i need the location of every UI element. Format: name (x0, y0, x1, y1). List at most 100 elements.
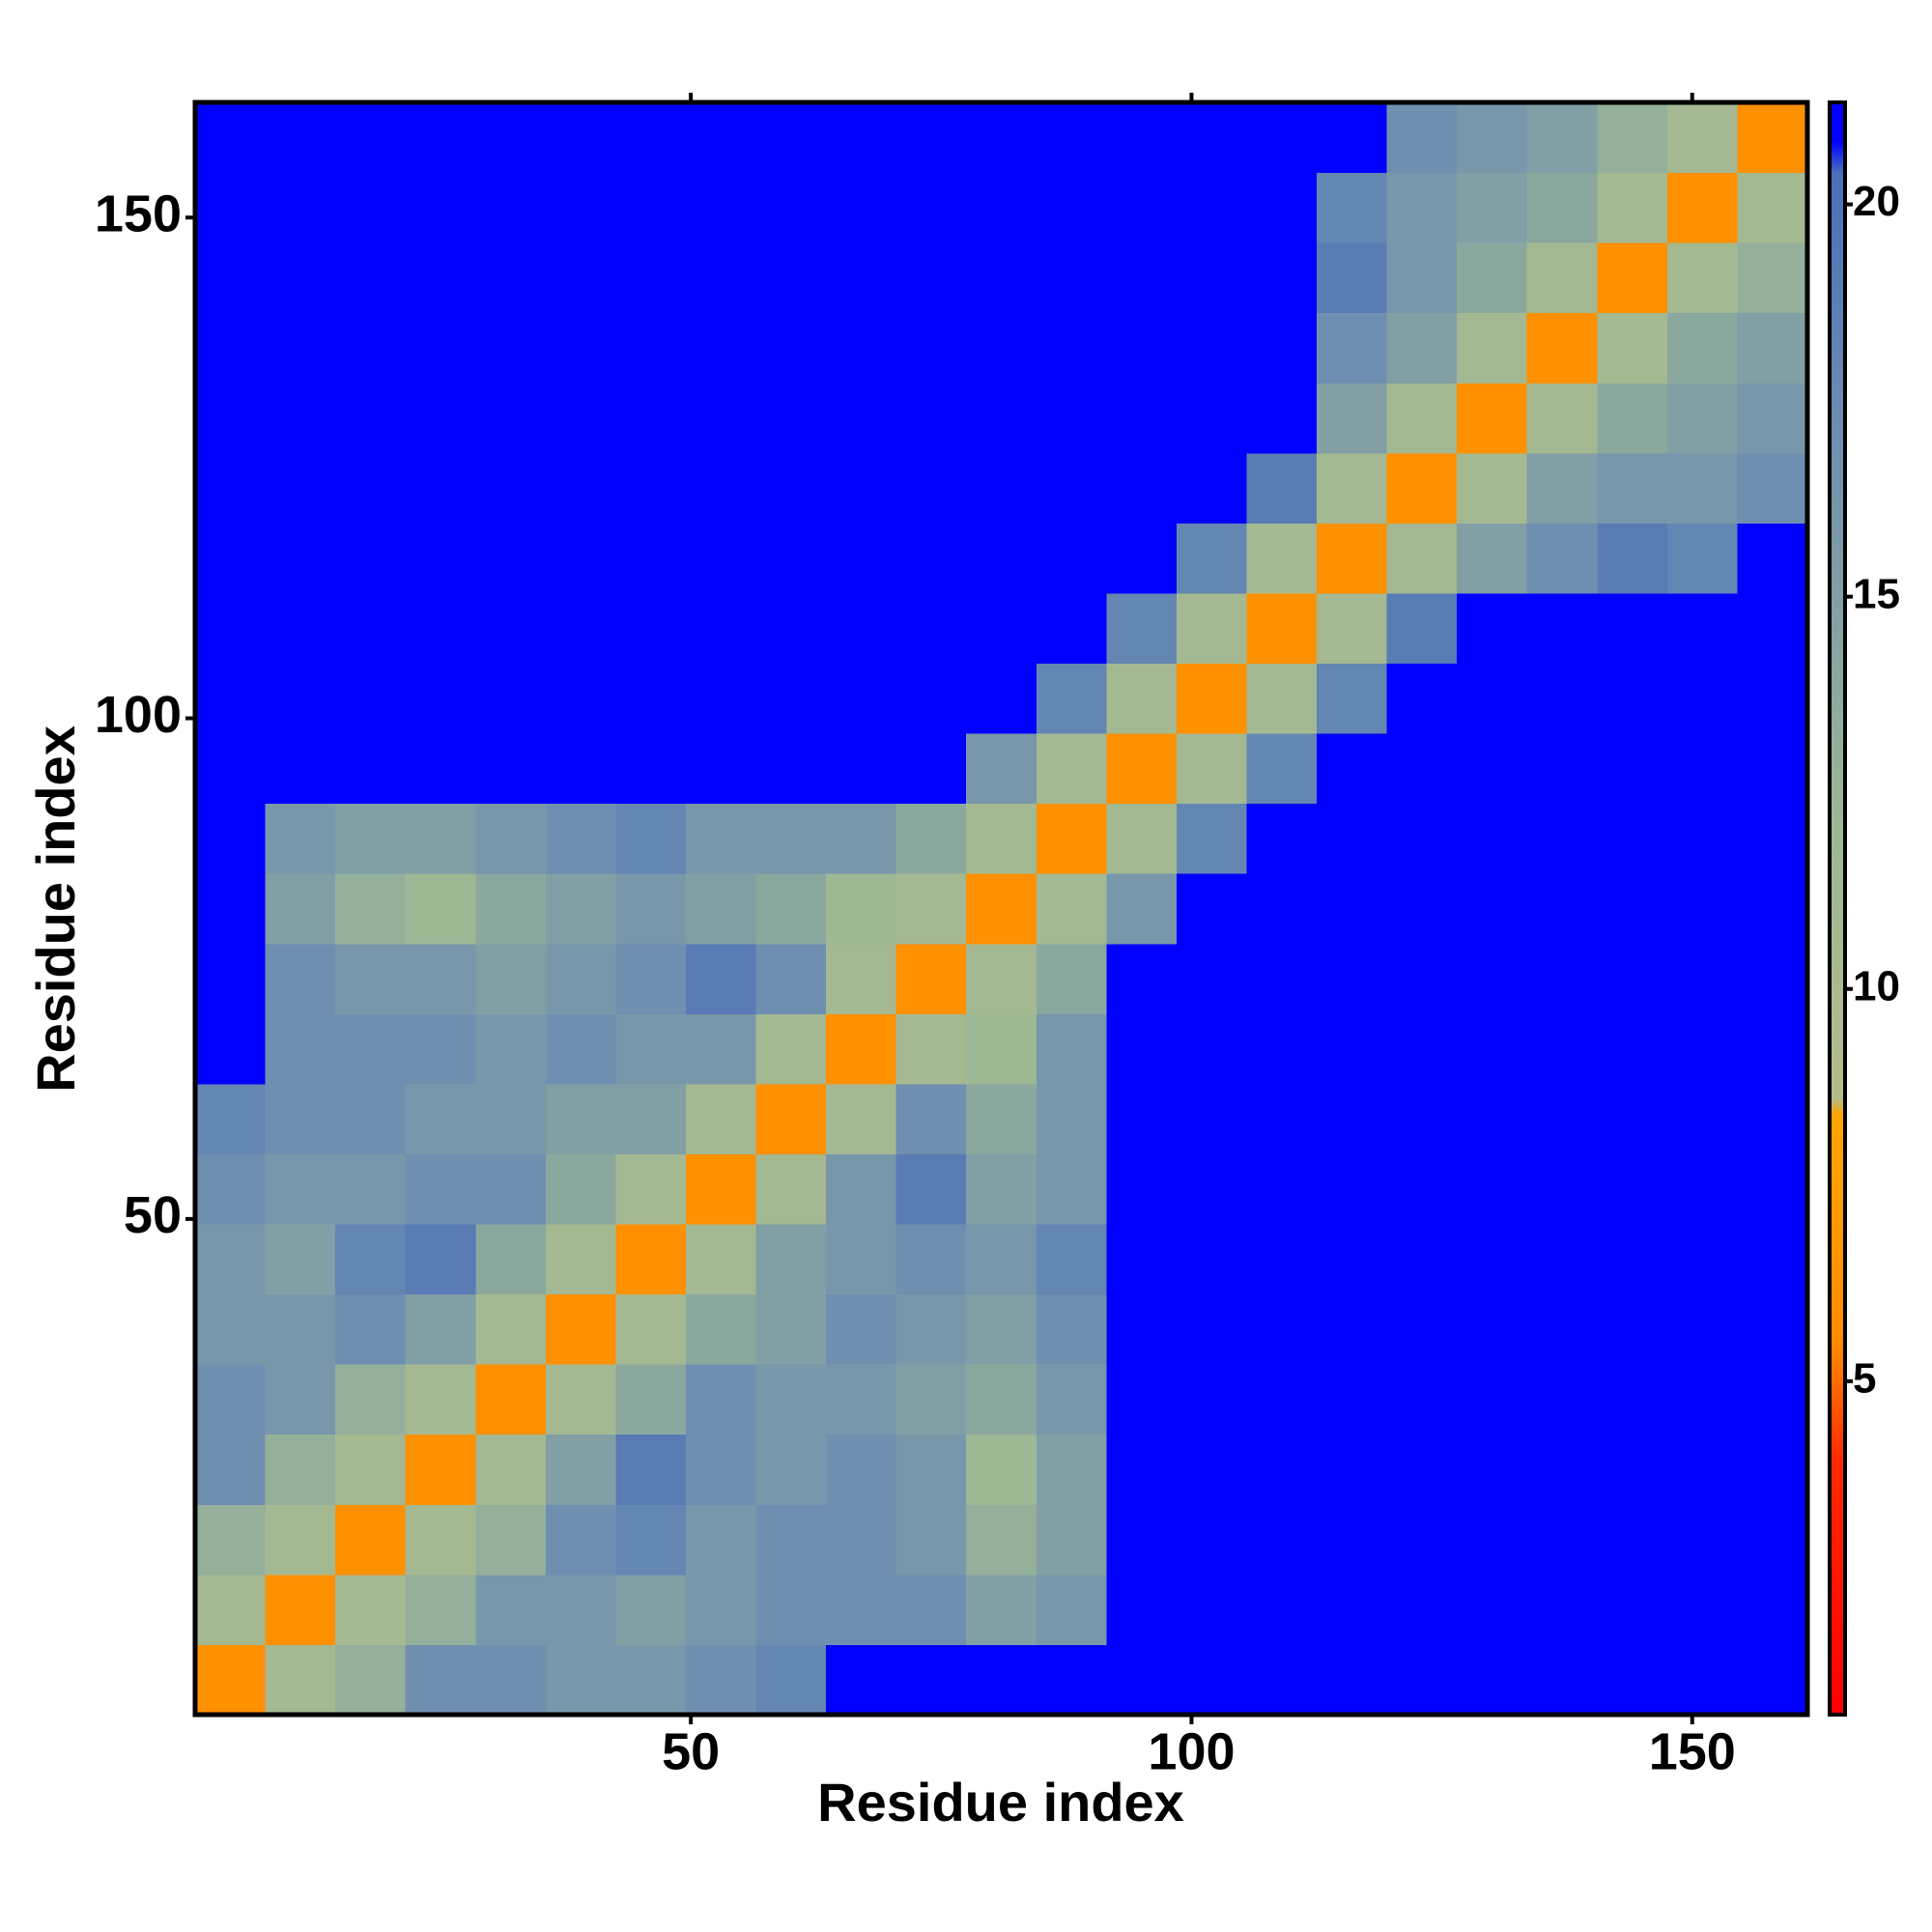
heatmap-cell (335, 733, 407, 805)
heatmap-cell (335, 1574, 407, 1645)
heatmap-cell (826, 452, 897, 524)
heatmap-cell (545, 172, 616, 243)
heatmap-cell (405, 383, 476, 454)
heatmap-cell (1246, 102, 1318, 174)
heatmap-cell (265, 803, 336, 874)
heatmap-cell (1597, 1293, 1668, 1365)
heatmap-cell (475, 873, 547, 945)
heatmap-cell (966, 452, 1037, 524)
heatmap-cell (475, 733, 547, 805)
heatmap-cell (405, 312, 476, 384)
heatmap-cell (475, 1224, 547, 1295)
heatmap-cell (966, 943, 1037, 1014)
heatmap-cell (1106, 1504, 1178, 1576)
heatmap-cell (826, 1083, 897, 1154)
heatmap-cell (755, 1293, 827, 1365)
heatmap-cell (1597, 523, 1668, 594)
heatmap-cell (405, 1083, 476, 1154)
heatmap-cell (755, 1434, 827, 1505)
heatmap-cell (1737, 592, 1808, 665)
colorbar (1828, 100, 1847, 1717)
heatmap-cell (1036, 1644, 1107, 1716)
heatmap-cell (335, 1293, 407, 1365)
heatmap-cell (475, 1293, 547, 1365)
heatmap-cell (1246, 733, 1318, 805)
heatmap-cell (1036, 803, 1107, 874)
heatmap-cell (405, 803, 476, 874)
heatmap-cell (335, 312, 407, 384)
heatmap-cell (685, 1153, 757, 1225)
heatmap-cell (1036, 1083, 1107, 1154)
heatmap-cell (966, 312, 1037, 384)
heatmap-cell (475, 172, 547, 243)
heatmap-cell (755, 803, 827, 874)
heatmap-cell (1737, 1224, 1808, 1295)
heatmap-cell (1597, 383, 1668, 454)
heatmap-cell (1036, 943, 1107, 1014)
heatmap-cell (1106, 943, 1178, 1014)
heatmap-cell (1666, 873, 1738, 945)
heatmap-cell (895, 1434, 967, 1505)
heatmap-cell (1386, 943, 1458, 1014)
heatmap-cell (405, 1224, 476, 1295)
heatmap-cell (405, 1364, 476, 1435)
heatmap-cell (265, 1644, 336, 1716)
heatmap-cell (405, 943, 476, 1014)
y-tick-label: 100 (95, 686, 182, 744)
heatmap-cell (1246, 242, 1318, 314)
heatmap-cell (1106, 452, 1178, 524)
heatmap-cell (1597, 312, 1668, 384)
heatmap-cell (1176, 663, 1247, 734)
heatmap-cell (195, 172, 267, 243)
heatmap-cell (1386, 1574, 1458, 1645)
heatmap-cell (966, 172, 1037, 243)
heatmap-cell (265, 1504, 336, 1576)
heatmap-cell (966, 663, 1037, 734)
heatmap-cell (545, 102, 616, 174)
heatmap-cell (755, 1644, 827, 1716)
heatmap-cell (195, 592, 267, 665)
colorbar-tick-label: 15 (1853, 570, 1900, 617)
heatmap-cell (1106, 1574, 1178, 1645)
heatmap-cell (545, 452, 616, 524)
heatmap-cell (755, 1153, 827, 1225)
heatmap-cell (1317, 383, 1388, 454)
heatmap-cell (755, 592, 827, 665)
heatmap-cell (1597, 943, 1668, 1014)
heatmap-cell (1526, 733, 1598, 805)
heatmap-cell (1036, 1293, 1107, 1365)
heatmap-cell (1666, 1083, 1738, 1154)
heatmap-cell (685, 523, 757, 594)
heatmap-cell (545, 592, 616, 665)
heatmap-cell (1666, 452, 1738, 524)
heatmap-cell (1106, 242, 1178, 314)
heatmap-cell (1317, 523, 1388, 594)
heatmap-cell (826, 1504, 897, 1576)
heatmap-cell (195, 733, 267, 805)
heatmap-cell (895, 102, 967, 174)
heatmap-cell (335, 1644, 407, 1716)
heatmap-cell (405, 1644, 476, 1716)
heatmap-cell (1036, 1434, 1107, 1505)
heatmap-cell (405, 663, 476, 734)
heatmap-cell (195, 1364, 267, 1435)
heatmap-cell (1666, 1504, 1738, 1576)
heatmap-cell (1036, 102, 1107, 174)
heatmap-cell (1036, 733, 1107, 805)
heatmap-cell (1666, 1434, 1738, 1505)
heatmap-cell (685, 1013, 757, 1085)
heatmap-cell (826, 1224, 897, 1295)
heatmap-cell (1666, 172, 1738, 243)
heatmap-cell (195, 1293, 267, 1365)
heatmap-cell (405, 523, 476, 594)
heatmap-cell (1036, 172, 1107, 243)
heatmap-cell (1106, 172, 1178, 243)
heatmap-cell (1317, 1434, 1388, 1505)
heatmap-cell (265, 1434, 336, 1505)
heatmap-cell (755, 1574, 827, 1645)
heatmap-cell (545, 943, 616, 1014)
heatmap-cell (1737, 1574, 1808, 1645)
heatmap-cell (895, 592, 967, 665)
heatmap-cell (1597, 1574, 1668, 1645)
heatmap-cell (475, 383, 547, 454)
